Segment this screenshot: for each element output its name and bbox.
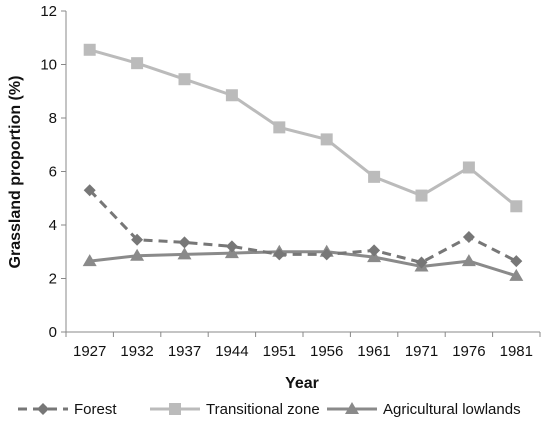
- legend-label-transitional-zone: Transitional zone: [206, 401, 320, 418]
- legend-label-agricultural-lowlands: Agricultural lowlands: [383, 401, 521, 418]
- data-point-agricultural-lowlands: [177, 247, 192, 260]
- data-point-agricultural-lowlands: [461, 254, 476, 267]
- legend-marker-transitional-zone: [169, 403, 181, 415]
- data-point-transitional-zone: [131, 57, 144, 70]
- series-line-agricultural-lowlands: [89, 250, 517, 278]
- x-tick-label: 1944: [215, 343, 248, 360]
- y-tick-label: 4: [49, 217, 57, 234]
- series-agricultural-lowlands: [82, 244, 524, 281]
- data-point-transitional-zone: [178, 73, 191, 86]
- y-axis-title: Grassland proportion (%): [7, 76, 24, 269]
- x-tick-label: 1951: [263, 343, 296, 360]
- data-point-forest: [462, 231, 475, 244]
- x-tick-label: 1981: [500, 343, 533, 360]
- data-point-agricultural-lowlands: [130, 248, 145, 261]
- series-transitional-zone: [83, 43, 523, 213]
- x-axis-title: Year: [285, 375, 319, 392]
- data-point-forest: [368, 244, 381, 257]
- x-tick-label: 1927: [73, 343, 106, 360]
- legend: Forest Transitional zone Agricultural lowl…: [18, 401, 521, 418]
- y-tick-label: 6: [49, 164, 57, 181]
- data-point-forest: [510, 255, 523, 268]
- data-point-forest: [131, 233, 144, 246]
- y-tick-label: 10: [40, 57, 57, 74]
- data-point-transitional-zone: [273, 121, 286, 134]
- legend-item-transitional-zone: Transitional zone: [150, 401, 320, 418]
- series-forest: [83, 184, 523, 269]
- series-line-transitional-zone: [89, 48, 518, 208]
- axes: [61, 10, 541, 337]
- legend-item-forest: Forest: [18, 401, 117, 418]
- y-tick-labels: 0 2 4 6 8 10 12: [40, 3, 57, 341]
- x-tick-label: 1932: [120, 343, 153, 360]
- y-tick-label: 12: [40, 3, 57, 20]
- data-point-transitional-zone: [462, 161, 475, 174]
- data-point-forest: [225, 240, 238, 253]
- data-point-transitional-zone: [83, 43, 96, 56]
- y-tick-label: 8: [49, 110, 57, 127]
- x-tick-label: 1971: [405, 343, 438, 360]
- legend-marker-forest: [37, 403, 49, 415]
- data-point-transitional-zone: [415, 189, 428, 202]
- x-tick-labels: 1927 1932 1937 1944 1951 1956 1961 1971 1976 1981: [73, 343, 533, 360]
- legend-marker-agricultural-lowlands: [345, 402, 359, 414]
- series-line-forest: [88, 189, 517, 264]
- data-point-forest: [415, 256, 428, 269]
- legend-item-agricultural-lowlands: Agricultural lowlands: [327, 401, 521, 418]
- series-group: [82, 43, 524, 281]
- data-point-transitional-zone: [225, 89, 238, 102]
- data-point-transitional-zone: [368, 170, 381, 183]
- x-tick-label: 1976: [452, 343, 485, 360]
- x-tick-label: 1961: [357, 343, 390, 360]
- data-point-forest: [83, 184, 96, 197]
- y-tick-label: 2: [49, 271, 57, 288]
- x-tick-label: 1956: [310, 343, 343, 360]
- data-point-transitional-zone: [510, 200, 523, 213]
- data-point-forest: [273, 248, 286, 261]
- legend-label-forest: Forest: [74, 401, 117, 418]
- data-point-agricultural-lowlands: [509, 268, 524, 281]
- data-point-transitional-zone: [320, 133, 333, 146]
- data-point-agricultural-lowlands: [82, 254, 97, 267]
- data-point-forest: [178, 236, 191, 249]
- y-tick-label: 0: [49, 324, 57, 341]
- x-tick-label: 1937: [168, 343, 201, 360]
- data-point-forest: [320, 248, 333, 261]
